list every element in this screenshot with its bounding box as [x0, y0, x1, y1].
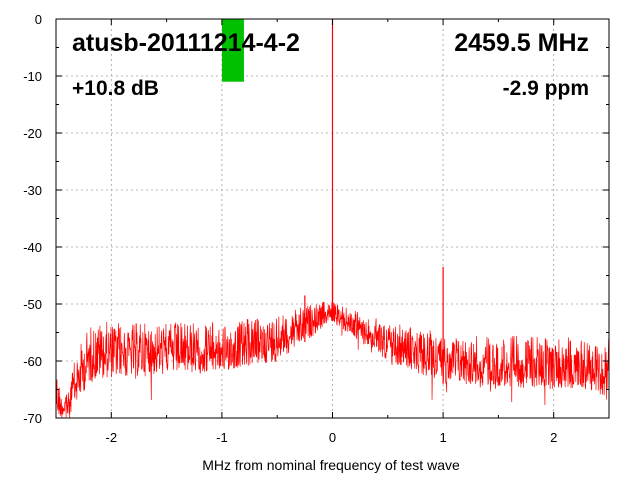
x-tick-label: 0 — [329, 430, 336, 445]
x-tick-label: -1 — [216, 430, 228, 445]
x-tick-label: -2 — [106, 430, 118, 445]
y-tick-label: -10 — [23, 69, 42, 84]
green-marker — [221, 19, 244, 82]
y-tick-label: -40 — [23, 240, 42, 255]
x-tick-label: 2 — [550, 430, 557, 445]
y-tick-label: -70 — [23, 411, 42, 426]
x-axis-title: MHz from nominal frequency of test wave — [202, 457, 460, 473]
spectrum-trace — [55, 19, 610, 419]
y-tick-label: -30 — [23, 183, 42, 198]
y-tick-label: 0 — [35, 12, 42, 27]
frequency-label: 2459.5 MHz — [454, 29, 589, 57]
x-tick-label: 1 — [439, 430, 446, 445]
y-tick-label: -20 — [23, 126, 42, 141]
chart-title: atusb-20111214-4-2 — [72, 29, 300, 57]
y-tick-label: -50 — [23, 297, 42, 312]
y-tick-label: -60 — [23, 354, 42, 369]
axis-ticks: -2 -1 0 1 20-10-20-30-40-50-60-70 — [23, 12, 610, 445]
marker-layer — [221, 19, 244, 82]
gain-label: +10.8 dB — [72, 77, 159, 100]
ppm-label: -2.9 ppm — [503, 77, 589, 100]
